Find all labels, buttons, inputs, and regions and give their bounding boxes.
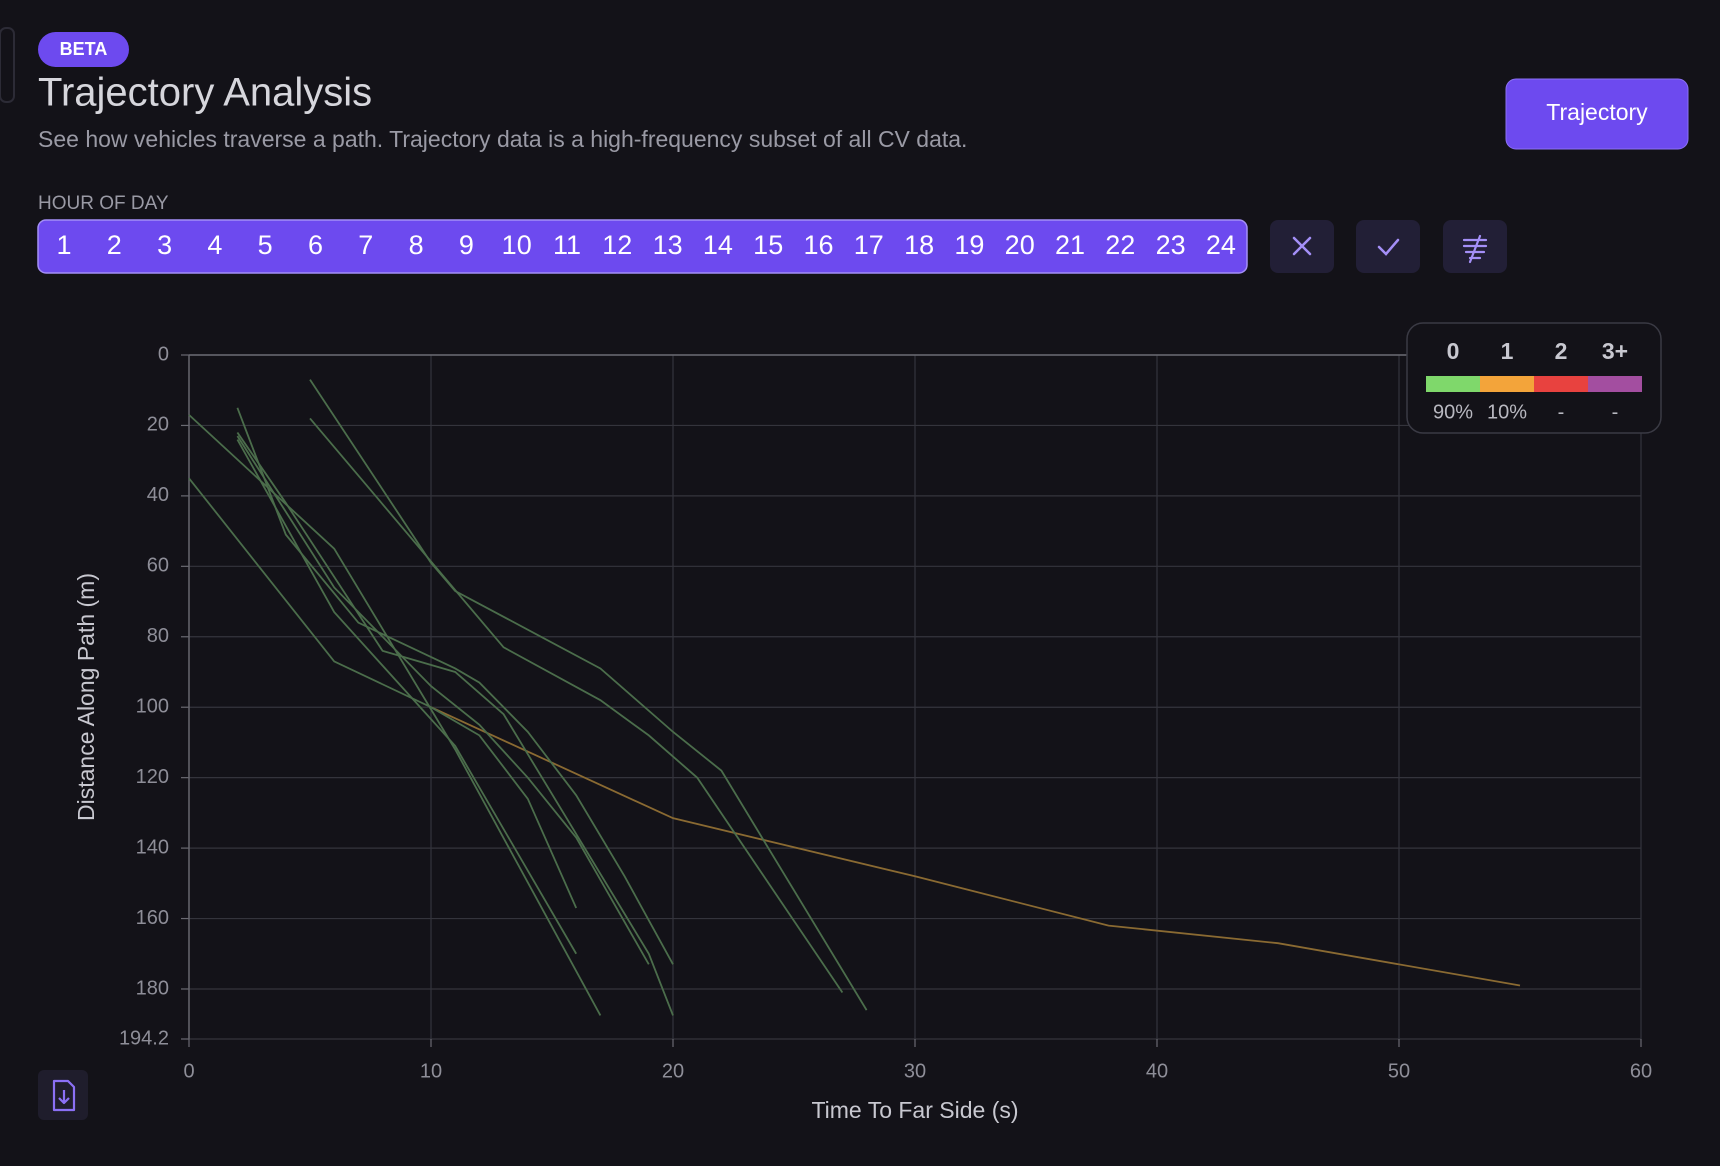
legend-share: 10% — [1487, 401, 1527, 423]
hour-selector[interactable] — [37, 219, 1248, 274]
hour-option[interactable]: 19 — [954, 230, 984, 260]
legend-swatch — [1588, 376, 1642, 392]
x-tick-label: 30 — [904, 1060, 926, 1082]
select-all-button[interactable] — [1356, 220, 1420, 273]
legend-share: - — [1558, 401, 1565, 423]
y-tick-label: 120 — [136, 766, 169, 788]
hour-option[interactable]: 2 — [107, 230, 122, 260]
trajectory-line — [188, 414, 602, 1016]
hour-option[interactable]: 11 — [553, 230, 581, 260]
x-tick-label: 50 — [1388, 1060, 1410, 1082]
trajectory-line — [236, 435, 650, 965]
beta-badge — [38, 32, 129, 67]
check-icon — [1377, 238, 1400, 256]
y-tick-label: 60 — [147, 555, 169, 577]
y-tick-label: 100 — [136, 695, 169, 717]
x-tick-label: 20 — [662, 1060, 684, 1082]
y-axis-label: Distance Along Path (m) — [73, 573, 99, 821]
y-tick-label: 80 — [147, 625, 169, 647]
trajectory-line — [236, 431, 674, 1016]
x-tick-label: 0 — [183, 1060, 194, 1082]
hour-option[interactable]: 3 — [157, 230, 172, 260]
legend-share: 90% — [1433, 401, 1473, 423]
y-tick-label: 20 — [147, 414, 169, 436]
hour-option[interactable]: 10 — [502, 230, 532, 260]
legend-swatch — [1534, 376, 1588, 392]
hour-option[interactable]: 24 — [1206, 230, 1236, 260]
hour-option[interactable]: 22 — [1105, 230, 1135, 260]
hour-option[interactable]: 7 — [358, 230, 373, 260]
hour-option[interactable]: 20 — [1005, 230, 1035, 260]
hour-option[interactable]: 17 — [854, 230, 884, 260]
y-tick-label: 0 — [158, 343, 169, 365]
trajectory-line — [188, 477, 578, 909]
hour-option[interactable]: 21 — [1055, 230, 1085, 260]
trajectory-line — [309, 417, 844, 994]
legend: 0 90% 1 10% 2 - 3+ - — [1426, 338, 1642, 423]
chart: 0 20 40 60 80 100 120 140 160 180 194.2 0 10 20 30 40 50… — [73, 343, 1652, 1123]
hour-list: 1 2 3 4 5 6 7 8 9 10 11 12 13 14 15 16 17 18 19 20 21 22 23 24 — [56, 230, 1235, 260]
hour-option[interactable]: 9 — [459, 230, 474, 260]
y-tick-label: 180 — [136, 977, 169, 999]
hour-option[interactable]: 13 — [653, 230, 683, 260]
trajectory-button[interactable] — [1505, 78, 1689, 150]
trajectory-line — [430, 706, 1521, 987]
page-title: Trajectory Analysis — [38, 71, 372, 115]
trajectory-line — [236, 439, 577, 955]
hour-option[interactable]: 12 — [602, 230, 632, 260]
legend-swatch — [1480, 376, 1534, 392]
hour-option[interactable]: 6 — [308, 230, 323, 260]
hour-option[interactable]: 1 — [56, 230, 71, 260]
filter-label: HOUR OF DAY — [38, 193, 169, 214]
y-tick-label: 140 — [136, 836, 169, 858]
x-tick-label: 60 — [1630, 1060, 1652, 1082]
hour-option[interactable]: 15 — [753, 230, 783, 260]
legend-swatch — [1426, 376, 1480, 392]
y-tick-label: 40 — [147, 484, 169, 506]
x-tick-label: 10 — [420, 1060, 442, 1082]
hour-option[interactable]: 16 — [803, 230, 833, 260]
clear-icon — [1292, 236, 1312, 256]
legend-share: - — [1612, 401, 1619, 423]
hour-option[interactable]: 8 — [409, 230, 424, 260]
side-tab — [0, 27, 15, 103]
hour-option[interactable]: 4 — [207, 230, 222, 260]
y-tick-label: 160 — [136, 907, 169, 929]
legend-label: 1 — [1501, 338, 1514, 364]
filter-icon — [1462, 234, 1488, 264]
trajectory-line — [309, 379, 868, 1011]
x-tick-label: 40 — [1146, 1060, 1168, 1082]
download-icon — [52, 1079, 76, 1112]
legend-label: 0 — [1447, 338, 1460, 364]
x-axis-label: Time To Far Side (s) — [811, 1097, 1018, 1123]
hour-option[interactable]: 18 — [904, 230, 934, 260]
badge-text: BETA — [60, 39, 108, 59]
hour-option[interactable]: 5 — [258, 230, 273, 260]
hour-option[interactable]: 23 — [1156, 230, 1186, 260]
page-subtitle: See how vehicles traverse a path. Trajec… — [38, 126, 967, 152]
hour-option[interactable]: 14 — [703, 230, 733, 260]
trajectory-line — [236, 407, 674, 965]
legend-label: 3+ — [1602, 338, 1628, 364]
legend-label: 2 — [1555, 338, 1568, 364]
button-label[interactable]: Trajectory — [1546, 99, 1648, 125]
y-tick-label: 194.2 — [119, 1027, 169, 1049]
